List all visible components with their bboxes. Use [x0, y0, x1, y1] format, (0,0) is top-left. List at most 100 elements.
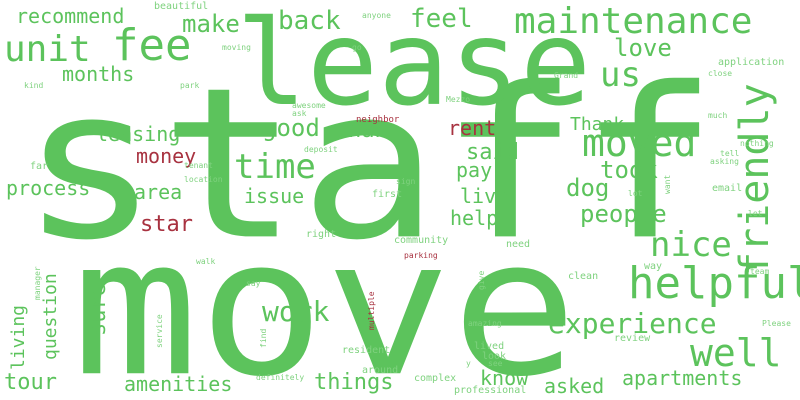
word-walk: walk [196, 257, 216, 266]
word-email: email [712, 183, 743, 194]
word-helpful: helpful [628, 258, 800, 309]
word-living: living [8, 304, 29, 370]
word-team: team [750, 267, 770, 276]
word-lease: lease [236, 0, 592, 132]
word-people: people [580, 200, 667, 228]
word-review: review [614, 333, 651, 344]
word-sure: sure [86, 283, 111, 336]
word-please: Please [762, 319, 791, 328]
word-community: community [394, 235, 449, 246]
word-maintenance: maintenance [514, 1, 753, 42]
word-mezzo: Mezzo [446, 95, 471, 104]
word-definitely: definitely [256, 373, 305, 382]
word-clean: clean [568, 271, 599, 282]
word-us: us [600, 55, 641, 95]
word-make: make [182, 10, 240, 38]
word-nice: nice [650, 225, 732, 265]
word-lot: lot [628, 189, 643, 198]
word-back: back [278, 6, 341, 36]
word-said: said [466, 140, 519, 165]
word-deposit: deposit [304, 145, 338, 154]
word-dog: dog [566, 174, 610, 202]
word-want: want [663, 174, 672, 194]
word-pay: pay [456, 158, 493, 182]
word-go: go [352, 43, 362, 52]
word-rent: rent [448, 116, 497, 140]
word-well: well [690, 331, 782, 375]
word-work: work [262, 295, 330, 328]
word-complex: complex [414, 373, 457, 384]
word-question: question [40, 273, 61, 360]
word-anyone: anyone [362, 11, 391, 20]
word-process: process [6, 176, 91, 200]
word-grand: Grand [554, 71, 579, 80]
word-service: service [155, 314, 164, 348]
word-close: close [708, 69, 733, 78]
word-way: way [644, 261, 663, 272]
word-moving: moving [222, 43, 251, 52]
word-give: give [477, 270, 486, 290]
word-asked: asked [544, 374, 605, 398]
word-far: far [30, 161, 49, 172]
word-love: love [614, 34, 672, 62]
word-unit: unit [4, 29, 91, 70]
word-awesome: awesome [292, 101, 326, 110]
word-right: right [306, 229, 337, 240]
word-manager: manager [33, 266, 42, 300]
word-moved: moved [582, 121, 697, 165]
word-friendly: friendly [732, 83, 778, 276]
word-location: location [184, 175, 223, 184]
word-leasing: leasing [96, 122, 181, 146]
word-fee: fee [112, 20, 192, 71]
word-nothing: nothing [740, 139, 774, 148]
word-professional: professional [454, 385, 527, 396]
word-look: look [482, 351, 507, 362]
word-first: first [372, 189, 403, 200]
word-park: park [180, 81, 200, 90]
word-tour: tour [4, 370, 57, 395]
word-nan: nan [348, 118, 388, 143]
word-money: money [136, 144, 197, 168]
word-neighbor: neighbor [356, 115, 400, 125]
word-kind: kind [24, 81, 44, 90]
word-multiple: multiple [367, 291, 376, 330]
word-lived: lived [474, 341, 505, 352]
word-ask: ask [292, 109, 307, 118]
word-area: area [134, 180, 183, 204]
word-see: see [488, 359, 503, 368]
word-things: things [314, 370, 394, 395]
word-let: let [748, 209, 763, 218]
word-live: live [460, 184, 509, 208]
word-months: months [62, 62, 135, 86]
word-time: time [234, 147, 316, 187]
word-amazing: amazing [468, 319, 502, 328]
word-took: took [600, 156, 658, 184]
word-beautiful: beautiful [154, 1, 209, 12]
word-asking: asking [710, 157, 739, 166]
word-application: application [718, 57, 785, 68]
word-find: find [259, 328, 268, 348]
word-tenant: tenant [184, 161, 213, 170]
word-sign: sign [396, 177, 416, 186]
word-move: move [72, 197, 578, 400]
word-feel: feel [410, 4, 473, 34]
word-good: good [262, 114, 320, 142]
word-help: help [450, 206, 499, 230]
word-experience: experience [548, 307, 717, 340]
word-need: need [506, 239, 531, 250]
word-much: much [708, 111, 728, 120]
word-star: star [140, 212, 193, 237]
word-around: around [362, 365, 399, 376]
word-parking: parking [404, 251, 438, 260]
word-recommend: recommend [16, 4, 125, 28]
word-amenities: amenities [124, 372, 233, 396]
word-issue: issue [244, 184, 305, 208]
word-resident: resident [342, 345, 391, 356]
word-tell: tell [720, 149, 740, 158]
word-thank: Thank [570, 114, 625, 135]
word-say: say [246, 279, 261, 288]
word-know: know [480, 366, 529, 390]
word-apartments: apartments [622, 366, 743, 390]
word-staff: staff [20, 42, 719, 286]
